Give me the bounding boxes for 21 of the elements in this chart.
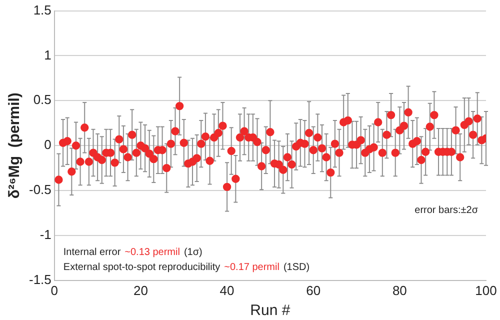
annotation: ~0.13 permil <box>124 246 180 258</box>
y-tick-label: 0.5 <box>33 92 52 108</box>
y-tick-label: 1 <box>44 47 52 62</box>
x-axis-title: Run # <box>250 302 291 320</box>
y-tick-label: 0 <box>44 137 52 152</box>
y-tick-label: 1.5 <box>33 2 52 18</box>
x-tick-label: 60 <box>306 282 321 298</box>
x-tick-label: 80 <box>392 282 407 298</box>
annotation: error bars:±2σ <box>414 205 479 216</box>
annotation: ~0.17 permil <box>224 262 280 273</box>
annotation: (1SD) <box>283 262 310 273</box>
y-axis-title: δ²⁶Mg (permil) <box>6 92 24 199</box>
annotation: External spot-to-spot reproducibility <box>63 262 220 273</box>
y-tick-label: -1.5 <box>28 272 52 287</box>
annotation: (1σ) <box>184 246 202 258</box>
x-tick-label: 40 <box>220 282 234 298</box>
y-tick-label: -0.5 <box>28 182 52 198</box>
x-tick-label: 20 <box>133 282 148 298</box>
y-tick-label: -1 <box>40 227 52 242</box>
annotation: Internal error <box>63 246 122 258</box>
x-tick-label: 100 <box>475 282 497 298</box>
